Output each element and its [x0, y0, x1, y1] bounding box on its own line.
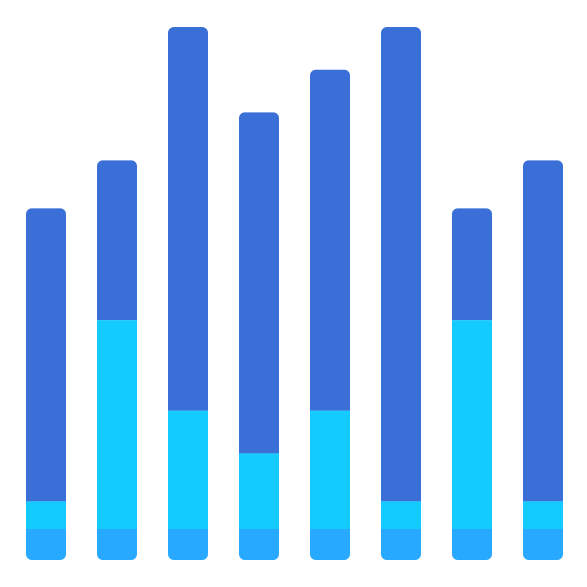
bar-1-middle-segment: [26, 501, 66, 529]
bar-1-top-segment: [26, 208, 66, 502]
equalizer-bar-5: [310, 69, 350, 560]
equalizer-bar-2: [97, 160, 137, 560]
bar-8-top-segment: [523, 160, 563, 502]
bar-5-middle-segment: [310, 410, 350, 529]
bar-8-base-segment: [523, 529, 563, 560]
bar-3-top-segment: [168, 27, 208, 411]
bar-2-base-segment: [97, 529, 137, 560]
bar-2-top-segment: [97, 160, 137, 321]
equalizer-bar-6: [381, 27, 421, 560]
bar-4-base-segment: [239, 529, 279, 560]
bar-7-base-segment: [452, 529, 492, 560]
bar-5-base-segment: [310, 529, 350, 560]
bar-2-middle-segment: [97, 320, 137, 529]
equalizer-bar-8: [523, 160, 563, 560]
bar-4-top-segment: [239, 112, 279, 454]
bar-3-base-segment: [168, 529, 208, 560]
equalizer-bar-7: [452, 208, 492, 560]
bar-4-middle-segment: [239, 453, 279, 529]
bar-6-middle-segment: [381, 501, 421, 529]
bar-5-top-segment: [310, 69, 350, 411]
bar-1-base-segment: [26, 529, 66, 560]
bar-6-base-segment: [381, 529, 421, 560]
equalizer-bar-3: [168, 27, 208, 560]
bar-7-top-segment: [452, 208, 492, 321]
bar-3-middle-segment: [168, 410, 208, 529]
bar-6-top-segment: [381, 27, 421, 502]
equalizer-bar-4: [239, 112, 279, 560]
bar-7-middle-segment: [452, 320, 492, 529]
bar-8-middle-segment: [523, 501, 563, 529]
equalizer-bar-1: [26, 208, 66, 560]
